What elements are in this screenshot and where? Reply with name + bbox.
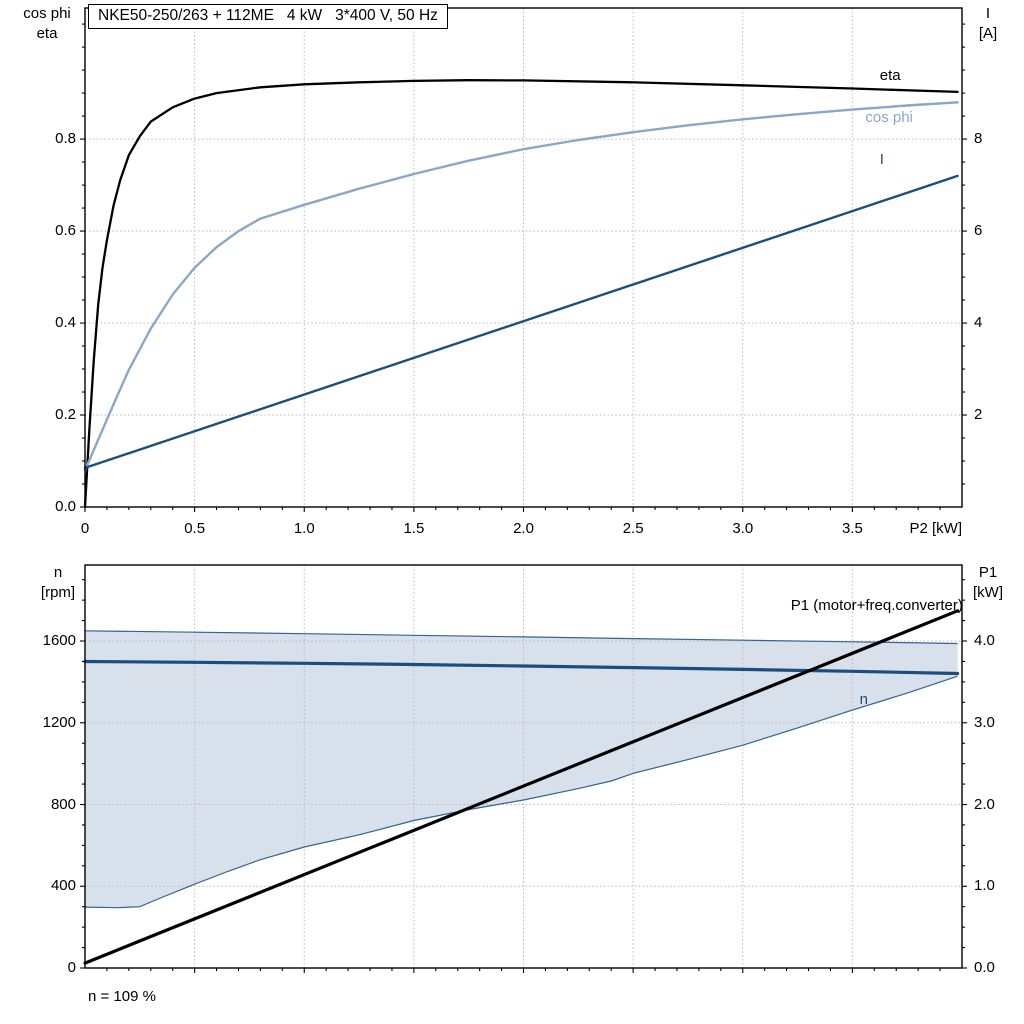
speed-percentage-annotation: n = 109 %	[88, 988, 156, 1005]
y-right-tick-label-1.0: 1.0	[974, 877, 995, 895]
y-left-tick-label-800: 800	[50, 795, 76, 813]
bottom-chart-right-axis-title-line1: P1	[978, 564, 998, 581]
y-right-tick-label-2: 2	[974, 406, 983, 424]
y-left-tick-label-0.4: 0.4	[55, 314, 76, 332]
y-left-tick-label-0.0: 0.0	[55, 498, 76, 515]
bottom-chart-right-axis-title: P1 [kW]	[958, 563, 1018, 603]
bottom-chart-left-axis-title: n [rpm]	[20, 563, 96, 603]
top-chart-left-axis-title-line1: cos phi	[23, 5, 71, 22]
x-tick-label-2.0: 2.0	[513, 520, 534, 537]
series-curve-eta	[83, 79, 959, 509]
top-chart-right-axis-title: I [A]	[958, 4, 1018, 44]
bottom-chart-left-axis-title-line1: n	[53, 564, 63, 581]
x-tick-label-1.5: 1.5	[403, 520, 425, 537]
y-left-tick-label-0: 0	[67, 959, 76, 976]
y-right-tick-label-8: 8	[974, 130, 983, 148]
top-chart-right-axis-title-line2: [A]	[978, 25, 998, 42]
y-left-tick-label-0.2: 0.2	[55, 406, 76, 424]
y-right-tick-label-4.0: 4.0	[974, 632, 995, 650]
series-curve-i	[83, 174, 959, 470]
bottom-chart-left-axis-title-line2: [rpm]	[40, 584, 76, 601]
x-tick-label-3.0: 3.0	[732, 520, 754, 537]
chart-title-box: NKE50-250/263 + 112ME 4 kW 3*400 V, 50 H…	[88, 4, 448, 29]
x-tick-label-0: 0	[80, 520, 90, 537]
y-right-tick-label-3.0: 3.0	[974, 713, 995, 731]
top-chart-left-axis-title-line2: eta	[36, 25, 58, 42]
curve-label-n: n	[859, 691, 868, 709]
y-right-tick-label-0.0: 0.0	[974, 959, 995, 976]
y-right-tick-label-6: 6	[974, 222, 983, 240]
x-tick-label-1.0: 1.0	[293, 520, 315, 537]
x-tick-label-0.5: 0.5	[184, 520, 206, 537]
series-curve-n	[83, 659, 960, 676]
curve-label-eta: eta	[879, 67, 901, 85]
y-left-tick-label-0.8: 0.8	[55, 130, 76, 148]
y-right-tick-label-4: 4	[974, 314, 983, 332]
y-right-tick-label-2.0: 2.0	[974, 795, 995, 813]
top-chart-left-axis-title: cos phi eta	[9, 4, 85, 44]
series-curve-cos-phi	[83, 101, 959, 472]
bottom-chart-right-axis-title-line2: [kW]	[973, 584, 1003, 601]
curve-label-p1-motor-freq-converter: P1 (motor+freq.converter)	[790, 596, 963, 614]
y-left-tick-label-0.6: 0.6	[55, 222, 76, 240]
y-left-tick-label-400: 400	[50, 877, 76, 895]
series-curve-p1-motor-freq-converter	[83, 609, 960, 965]
top-chart-right-axis-title-line1: I	[985, 5, 991, 22]
curve-label-cos-phi: cos phi	[865, 108, 913, 126]
x-axis-label: P2 [kW]	[909, 520, 962, 537]
x-tick-label-2.5: 2.5	[622, 520, 644, 537]
speed-range-band-upper-edge	[84, 630, 958, 645]
curve-label-i: I	[879, 150, 884, 168]
x-tick-label-3.5: 3.5	[841, 520, 863, 537]
y-left-tick-label-1600: 1600	[42, 632, 76, 650]
y-left-tick-label-1200: 1200	[42, 713, 76, 731]
